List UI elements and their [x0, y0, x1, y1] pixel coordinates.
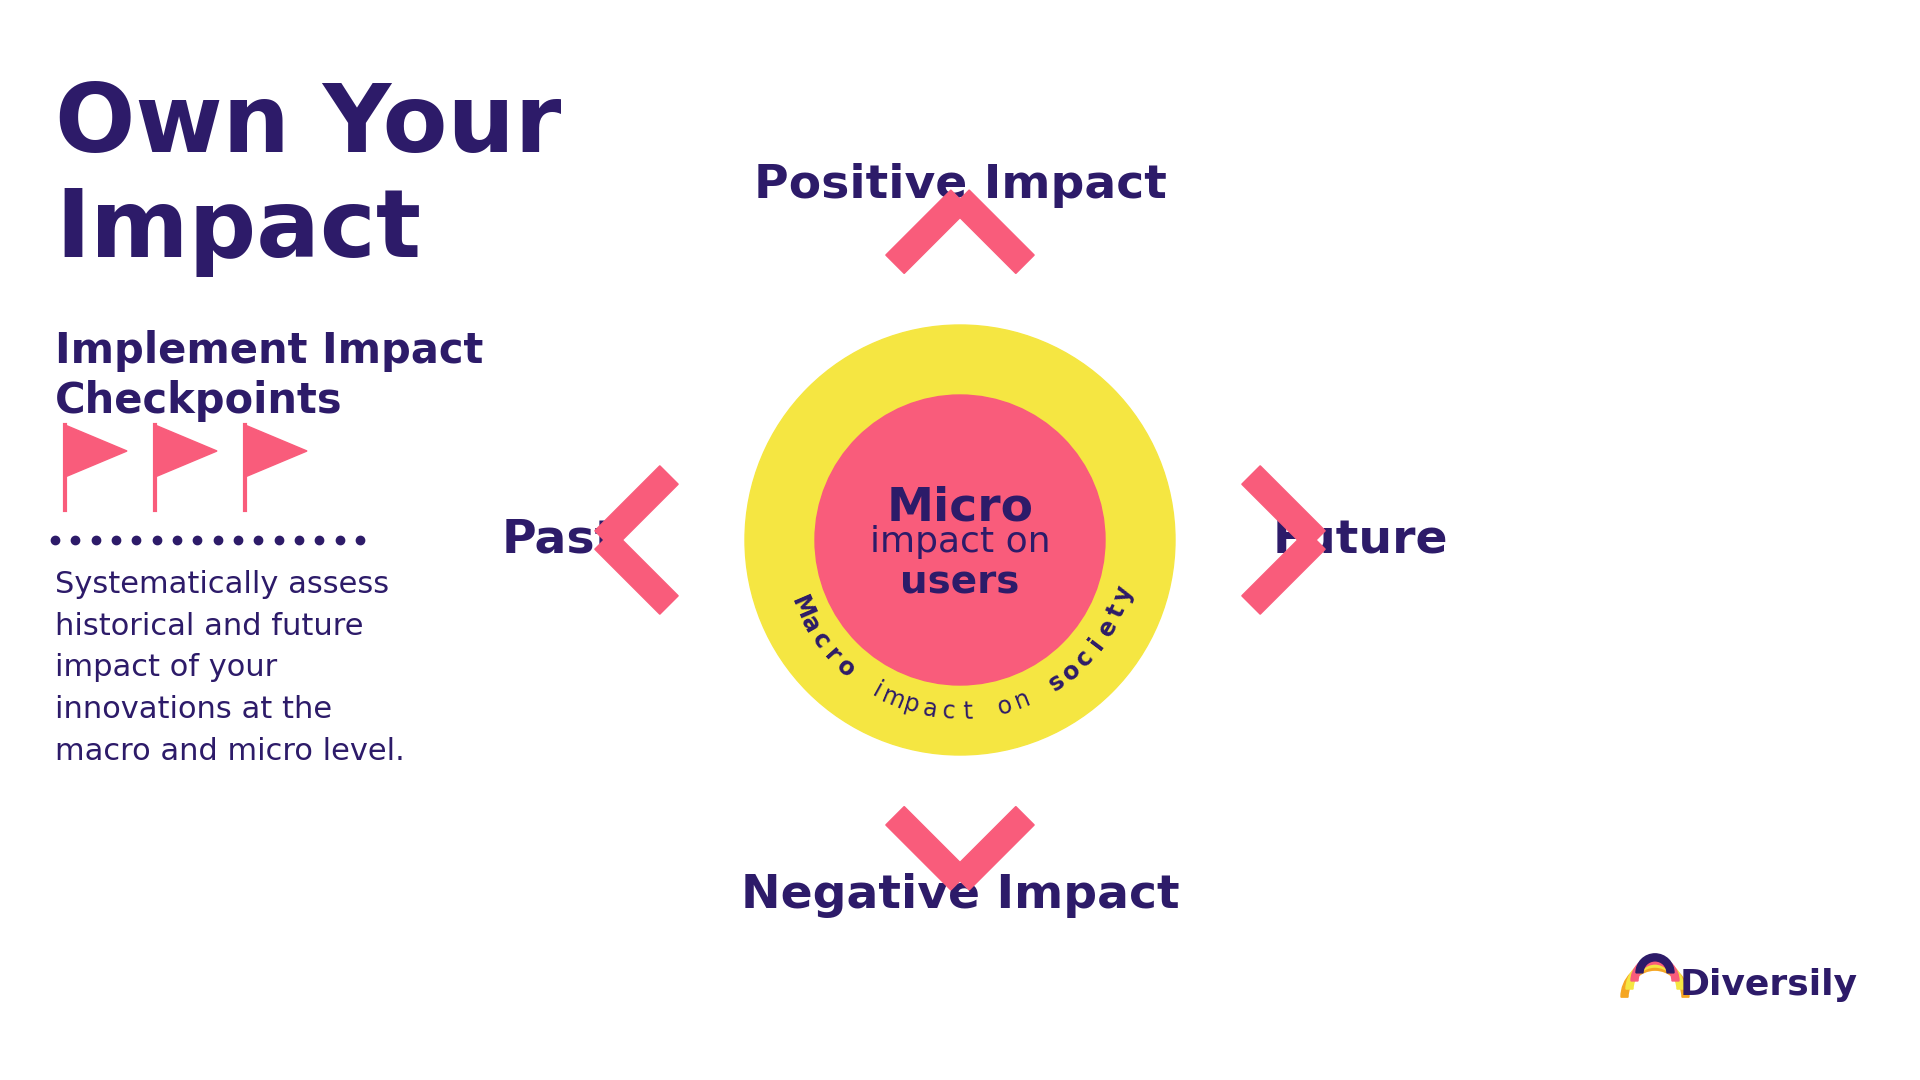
Text: users: users — [900, 563, 1020, 600]
Polygon shape — [1242, 530, 1325, 615]
Polygon shape — [156, 426, 217, 477]
Text: n: n — [1012, 686, 1035, 714]
Polygon shape — [950, 190, 1035, 273]
Text: M: M — [785, 592, 818, 623]
Text: Positive Impact: Positive Impact — [753, 162, 1167, 207]
Text: c: c — [806, 627, 835, 653]
Wedge shape — [1636, 954, 1674, 973]
Text: Future: Future — [1273, 517, 1448, 563]
Wedge shape — [1626, 960, 1684, 989]
Text: t: t — [962, 700, 973, 724]
Text: c: c — [941, 699, 956, 724]
Polygon shape — [246, 426, 307, 477]
Polygon shape — [1242, 465, 1325, 550]
Text: o: o — [831, 654, 860, 683]
Polygon shape — [65, 426, 127, 477]
Polygon shape — [885, 190, 970, 273]
Text: s: s — [1044, 669, 1069, 697]
Polygon shape — [595, 465, 678, 550]
Wedge shape — [1630, 957, 1678, 981]
Text: t: t — [1104, 602, 1129, 621]
Text: c: c — [1071, 645, 1098, 672]
Wedge shape — [1620, 963, 1690, 997]
Text: Checkpoints: Checkpoints — [56, 380, 342, 422]
Text: Implement Impact: Implement Impact — [56, 330, 484, 372]
Text: a: a — [920, 697, 939, 723]
Text: e: e — [1092, 615, 1121, 642]
Circle shape — [814, 395, 1106, 685]
Text: Own Your: Own Your — [56, 80, 561, 172]
Text: impact on: impact on — [870, 525, 1050, 559]
Text: o: o — [1058, 657, 1085, 686]
Text: o: o — [995, 692, 1016, 719]
Text: m: m — [877, 684, 908, 714]
Text: a: a — [797, 611, 824, 637]
Text: Past: Past — [501, 517, 618, 563]
Text: Systematically assess
historical and future
impact of your
innovations at the
ma: Systematically assess historical and fut… — [56, 570, 405, 766]
Text: Impact: Impact — [56, 185, 420, 276]
Polygon shape — [595, 530, 678, 615]
Text: i: i — [868, 678, 885, 702]
Text: Micro: Micro — [887, 486, 1033, 530]
Polygon shape — [885, 807, 970, 890]
Text: Negative Impact: Negative Impact — [741, 873, 1179, 918]
Circle shape — [745, 325, 1175, 755]
Polygon shape — [950, 807, 1035, 890]
Text: Diversily: Diversily — [1680, 968, 1859, 1002]
Text: p: p — [900, 691, 922, 718]
Text: r: r — [820, 643, 845, 667]
Text: y: y — [1110, 582, 1137, 605]
Text: i: i — [1085, 633, 1110, 654]
